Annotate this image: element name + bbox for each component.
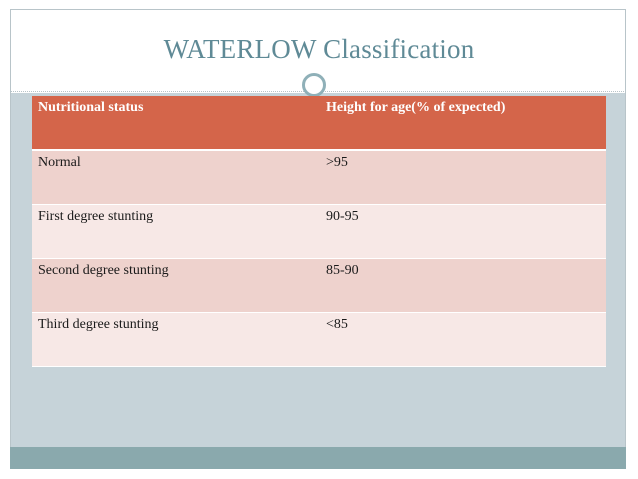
height-for-age-cell: 90-95 <box>320 204 606 259</box>
table-row: First degree stunting 90-95 <box>32 204 606 259</box>
height-for-age-cell: >95 <box>320 150 606 205</box>
footer-bar <box>10 447 626 469</box>
slide-title: WATERLOW Classification <box>163 34 475 64</box>
height-for-age-cell: <85 <box>320 312 606 367</box>
status-cell: First degree stunting <box>32 204 320 259</box>
status-cell: Second degree stunting <box>32 258 320 313</box>
table-header-row: Nutritional status Height for age(% of e… <box>32 96 606 151</box>
height-for-age-cell: 85-90 <box>320 258 606 313</box>
circle-ornament-icon <box>302 73 326 97</box>
status-cell: Normal <box>32 150 320 205</box>
status-cell: Third degree stunting <box>32 312 320 367</box>
column-header-nutritional-status: Nutritional status <box>32 96 320 151</box>
classification-table-container: Nutritional status Height for age(% of e… <box>32 96 606 367</box>
table-row: Normal >95 <box>32 150 606 205</box>
table-row: Second degree stunting 85-90 <box>32 258 606 313</box>
column-header-height-for-age: Height for age(% of expected) <box>320 96 606 151</box>
classification-table: Nutritional status Height for age(% of e… <box>32 96 606 367</box>
table-row: Third degree stunting <85 <box>32 312 606 367</box>
